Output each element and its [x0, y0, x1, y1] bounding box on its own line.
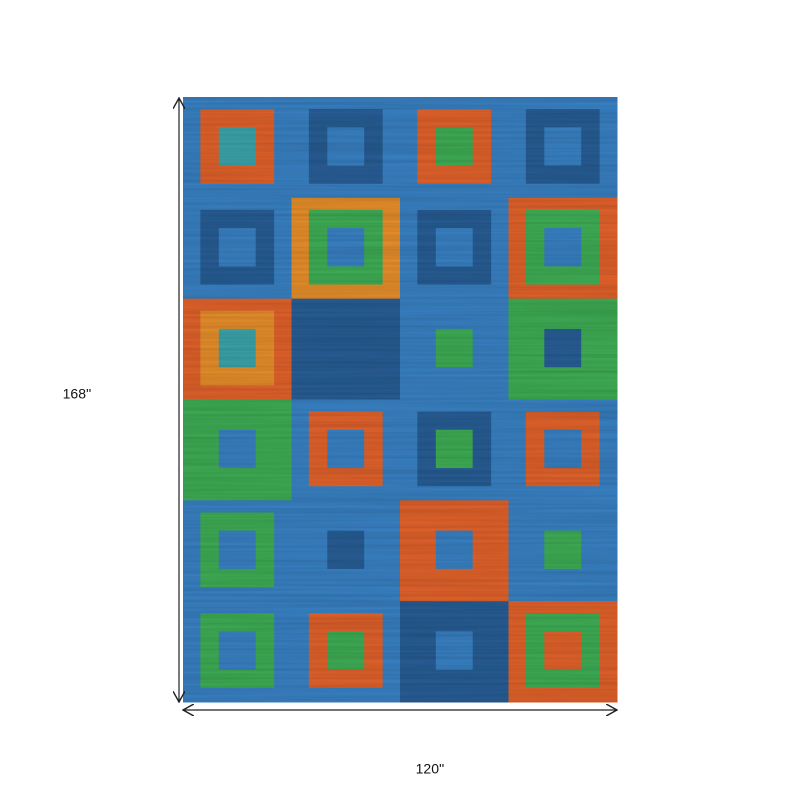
- tile-center: [435, 228, 473, 267]
- tile-center: [435, 328, 473, 368]
- tile-center: [327, 631, 365, 670]
- tile-center: [218, 429, 256, 469]
- tile-center: [544, 228, 582, 267]
- tile-center: [218, 127, 256, 166]
- tile-center: [327, 429, 365, 469]
- tile-center: [327, 127, 365, 166]
- tile-center: [435, 530, 473, 569]
- tile-center: [544, 631, 582, 670]
- tile-center: [218, 530, 256, 569]
- tile-center: [218, 328, 256, 368]
- tile-center: [435, 631, 473, 670]
- tile-center: [327, 228, 365, 267]
- tile-center: [327, 530, 365, 569]
- tile-center: [327, 328, 365, 368]
- tile-center: [544, 127, 582, 166]
- tile-center: [544, 328, 582, 368]
- width-label: 120'': [416, 761, 445, 777]
- tile-center: [544, 530, 582, 569]
- tile-center: [435, 127, 473, 166]
- tile-center: [435, 429, 473, 469]
- tile-center: [544, 429, 582, 469]
- tile-center: [218, 631, 256, 670]
- height-label: 168'': [63, 386, 92, 402]
- rug: [183, 97, 618, 703]
- tile-center: [218, 228, 256, 267]
